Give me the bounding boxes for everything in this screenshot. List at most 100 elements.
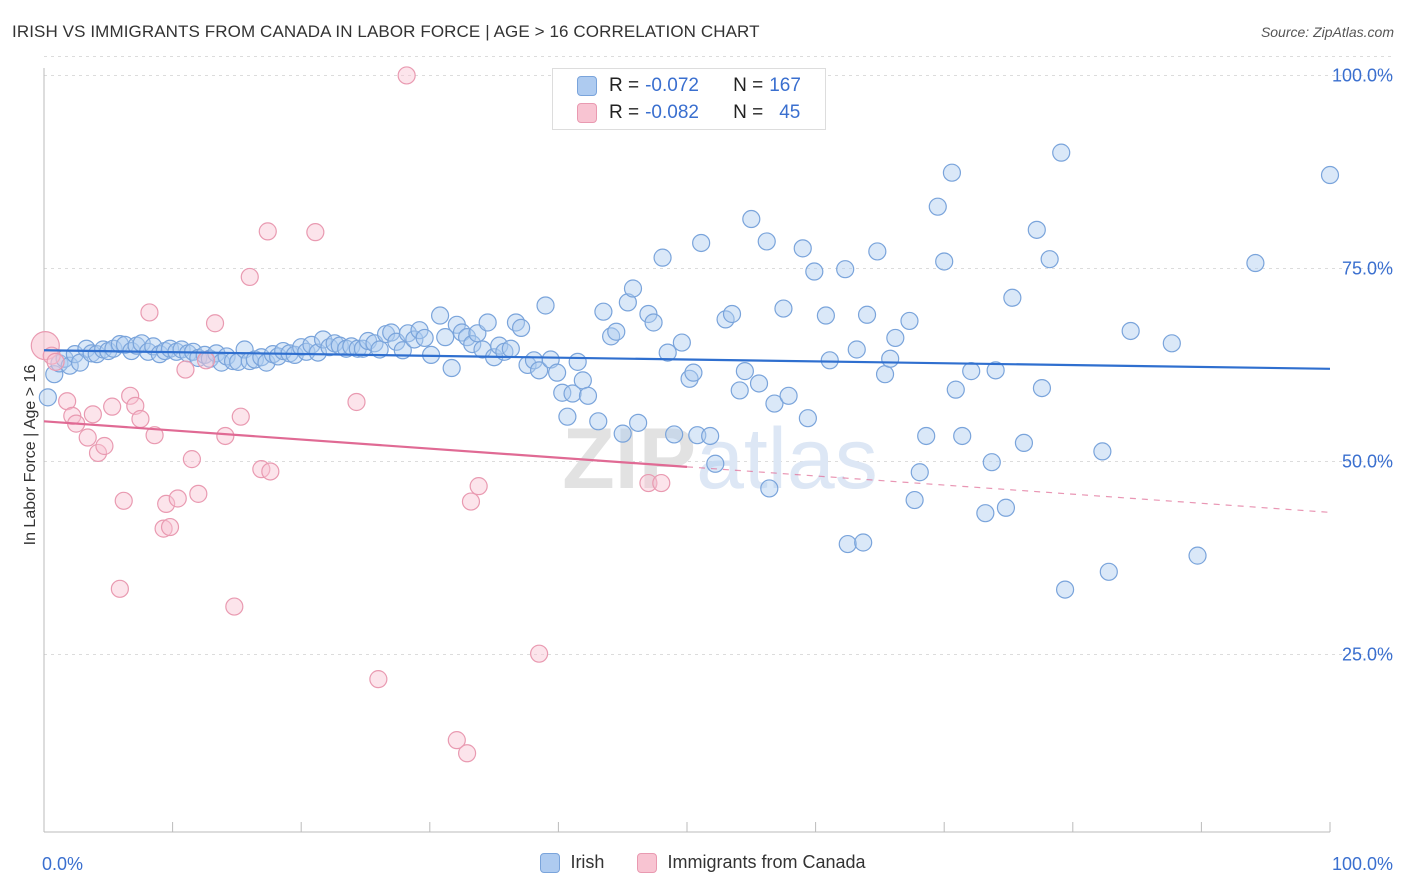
n-value: 167	[769, 75, 801, 96]
irish-point	[996, 498, 1016, 517]
canada-point	[95, 436, 114, 456]
irish-point	[60, 356, 79, 375]
r-label: R =	[609, 102, 640, 123]
irish-point	[946, 380, 965, 399]
irish-point	[563, 384, 582, 403]
stats-swatch-canada	[577, 103, 597, 123]
irish-point	[847, 340, 866, 359]
canada-point	[110, 579, 129, 598]
canada-point	[140, 303, 159, 322]
irish-point	[836, 260, 855, 279]
irish-point	[820, 351, 839, 370]
irish-point	[578, 386, 598, 405]
irish-point	[962, 362, 981, 381]
canada-point	[639, 473, 658, 493]
irish-point	[692, 233, 711, 253]
irish-point	[568, 352, 587, 371]
irish-point	[639, 304, 658, 324]
canada-point	[447, 731, 466, 750]
y-axis-label: In Labor Force | Age > 16	[22, 365, 39, 546]
canada-point	[231, 407, 250, 426]
irish-point	[881, 349, 900, 368]
canada-point	[306, 223, 325, 242]
irish-point	[765, 394, 784, 413]
x-tick-label: 100.0%	[1332, 854, 1393, 874]
r-value: -0.072	[645, 75, 699, 96]
series-legend: Irish Immigrants from Canada	[0, 852, 1406, 878]
canada-point	[46, 352, 65, 371]
irish-point	[442, 358, 461, 378]
irish-point	[688, 426, 707, 445]
n-value: 45	[779, 102, 801, 123]
irish-point	[805, 262, 824, 281]
irish-point	[506, 313, 526, 332]
y-tick-label: 75.0%	[1342, 258, 1393, 278]
irish-point	[1093, 442, 1112, 461]
irish-point	[607, 322, 626, 341]
irish-point	[701, 426, 720, 446]
irish-point	[658, 343, 677, 362]
irish-point	[986, 361, 1005, 380]
trend-layer	[43, 349, 1331, 513]
irish-point	[886, 328, 905, 348]
canada-point	[103, 397, 122, 416]
canada-trendline	[43, 420, 688, 468]
irish-point	[1003, 288, 1022, 307]
canada-point	[114, 491, 133, 510]
stats-row-irish: R = -0.072 N = 167	[577, 75, 801, 97]
irish-point	[672, 333, 691, 352]
stats-legend: R = -0.072 N = 167 R = -0.082 N = 45	[552, 68, 826, 130]
irish-point	[436, 328, 455, 347]
irish-point	[573, 371, 592, 390]
irish-point	[1246, 253, 1265, 273]
irish-trendline	[43, 349, 1331, 370]
axis-layer: 100.0% 75.0% 50.0% 25.0% 0.0% 100.0%	[42, 65, 1393, 874]
irish-point	[415, 328, 434, 348]
irish-point	[900, 311, 919, 331]
legend-label-canada: Immigrants from Canada	[667, 852, 866, 872]
r-value: -0.082	[645, 102, 699, 123]
irish-point	[501, 339, 520, 358]
canada-point	[369, 670, 388, 689]
canada-point	[78, 428, 97, 447]
irish-point	[553, 383, 572, 402]
legend-item-canada[interactable]: Immigrants from Canada	[637, 852, 866, 873]
irish-point	[684, 363, 703, 382]
legend-item-irish[interactable]: Irish	[540, 852, 604, 873]
chart-title: IRISH VS IMMIGRANTS FROM CANADA IN LABOR…	[12, 22, 760, 41]
irish-point	[905, 490, 924, 510]
canada-point	[189, 484, 208, 503]
canada-point	[176, 360, 195, 379]
irish-point	[653, 248, 672, 267]
watermark-atlas: atlas	[696, 411, 878, 507]
canada-point	[205, 314, 225, 333]
irish-point	[1032, 379, 1052, 398]
irish-point	[629, 413, 648, 432]
canada-point	[121, 386, 140, 405]
canada-point	[168, 489, 187, 508]
irish-point	[838, 534, 857, 554]
stats-swatch-irish	[577, 76, 597, 96]
irish-point	[816, 306, 835, 325]
irish-point	[370, 340, 389, 359]
irish-point	[706, 454, 725, 473]
irish-point	[548, 363, 567, 382]
irish-point	[917, 426, 936, 446]
canada-point	[397, 66, 416, 85]
irish-point	[1121, 321, 1140, 341]
irish-point	[665, 425, 684, 444]
irish-point	[798, 409, 817, 428]
n-label: N =	[733, 75, 764, 96]
irish-point	[910, 463, 929, 482]
irish-point	[512, 318, 531, 337]
r-label: R =	[609, 75, 640, 96]
irish-point	[854, 533, 873, 552]
canada-point	[160, 517, 180, 537]
irish-point	[774, 299, 793, 318]
legend-label-irish: Irish	[570, 852, 605, 872]
canada-point	[530, 644, 549, 663]
canada-point	[88, 443, 108, 463]
irish-point	[1320, 165, 1340, 185]
irish-point	[749, 374, 769, 393]
